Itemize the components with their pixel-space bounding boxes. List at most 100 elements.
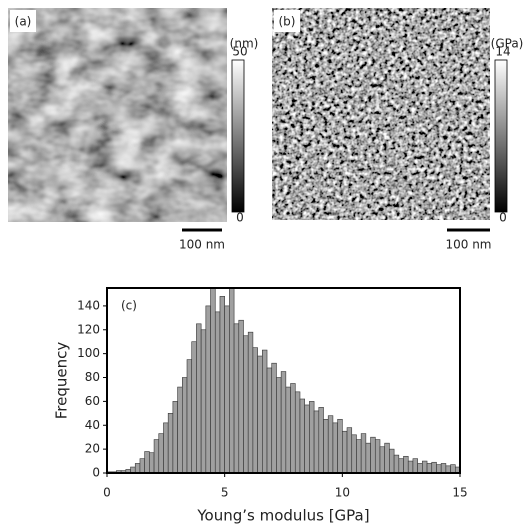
histogram-bar: [403, 455, 409, 474]
histogram-bar: [177, 386, 183, 474]
y-tick-label: 80: [85, 370, 100, 384]
histogram-bar: [266, 367, 273, 474]
histogram-bar: [398, 458, 404, 474]
colorbar-unit: (GPa): [491, 37, 524, 51]
histogram-bar: [360, 433, 367, 474]
y-tick-label: 40: [85, 418, 100, 432]
colorbar: [231, 59, 245, 213]
histogram-bar: [422, 460, 428, 474]
histogram-bar: [182, 377, 188, 474]
scale-bar-label: 100 nm: [445, 238, 491, 252]
y-tick-label: 60: [85, 394, 100, 408]
histogram-bar: [370, 436, 376, 474]
histogram-bar: [139, 458, 145, 474]
histogram-bar: [144, 451, 150, 474]
histogram-bar: [299, 398, 305, 474]
scale-bar-label: 100 nm: [179, 238, 225, 252]
histogram-bar: [276, 377, 282, 474]
x-tick-label: 5: [221, 486, 229, 500]
histogram-bar: [374, 439, 381, 474]
histogram-bar: [224, 305, 230, 474]
histogram-bar: [337, 418, 343, 474]
histogram-bar: [214, 311, 221, 474]
histogram-bar: [149, 452, 155, 474]
histogram-bar: [200, 329, 207, 474]
histogram-bar: [365, 442, 371, 474]
afm-modulus-image: [272, 8, 490, 220]
y-tick-label: 120: [77, 322, 100, 336]
colorbar: [494, 59, 508, 213]
histogram-bar: [356, 439, 362, 474]
histogram-bar: [219, 296, 225, 474]
histogram-bar: [257, 355, 263, 474]
histogram-bar: [158, 433, 164, 474]
annotation: (c): [121, 299, 137, 313]
y-tick-label: 100: [77, 346, 100, 360]
histogram-bar: [327, 415, 334, 474]
histogram-bar: [247, 331, 254, 474]
afm-height-image: [8, 8, 227, 222]
histogram-bar: [407, 460, 414, 474]
histogram-bar: [238, 319, 244, 474]
histogram-bar: [417, 463, 423, 474]
colorbar-tick-label: 14: [495, 45, 510, 59]
x-tick-label: 15: [452, 486, 467, 500]
histogram-bar: [426, 463, 433, 474]
y-tick-label: 20: [85, 442, 100, 456]
histogram-bar: [262, 349, 268, 474]
x-tick-label: 10: [335, 486, 350, 500]
histogram-bar: [252, 347, 258, 474]
panel-label-box: [274, 10, 300, 32]
histogram-bar: [172, 401, 178, 474]
histogram-bar: [210, 287, 216, 474]
histogram-bar: [318, 407, 324, 474]
histogram-bar: [346, 427, 353, 474]
histogram-bar: [351, 434, 357, 474]
histogram-bar: [243, 335, 249, 474]
histogram-bar: [163, 422, 169, 474]
histogram-bar: [436, 464, 442, 474]
y-axis-title: Frequency: [53, 342, 71, 420]
y-tick-label: 140: [77, 298, 100, 312]
histogram-bar: [285, 386, 291, 474]
plot-frame: [106, 287, 461, 474]
histogram-bar: [393, 454, 400, 474]
histogram-bar: [384, 442, 390, 474]
colorbar-tick-label: 0: [236, 211, 244, 225]
x-axis-title: Young’s modulus [GPa]: [196, 507, 369, 525]
x-tick-label: 0: [103, 486, 111, 500]
panel-label: (b): [279, 15, 296, 29]
histogram-bar: [167, 413, 174, 474]
histogram-bar: [445, 465, 451, 474]
histogram-bar: [379, 446, 385, 474]
histogram-bar: [280, 371, 287, 474]
histogram-bar: [294, 391, 301, 474]
histogram-bar: [229, 287, 235, 474]
histogram-bar: [309, 401, 315, 474]
histogram-bar: [134, 463, 141, 474]
histogram-bar: [290, 383, 296, 474]
histogram-bar: [323, 418, 329, 474]
colorbar-tick-label: 50: [232, 45, 247, 59]
histogram-bar: [196, 323, 202, 474]
histogram-bar: [304, 404, 310, 474]
histogram-bar: [153, 439, 160, 474]
histogram-bar: [271, 362, 277, 474]
histogram-bar: [313, 410, 320, 474]
histogram-bar: [440, 463, 447, 474]
histogram-bar: [342, 430, 348, 474]
histogram-bar: [205, 305, 211, 474]
histogram-bar: [332, 422, 338, 474]
histogram-bar: [389, 448, 395, 474]
colorbar-tick-label: 0: [499, 211, 507, 225]
panel-label-box: [10, 10, 36, 32]
histogram-bar: [412, 458, 418, 474]
colorbar-unit: (nm): [230, 37, 259, 51]
histogram-bar: [450, 464, 456, 474]
y-tick-label: 0: [92, 466, 100, 480]
histogram-bar: [191, 341, 197, 474]
histogram-bar: [431, 461, 437, 474]
histogram-bar: [186, 359, 193, 474]
histogram-bar: [233, 323, 240, 474]
